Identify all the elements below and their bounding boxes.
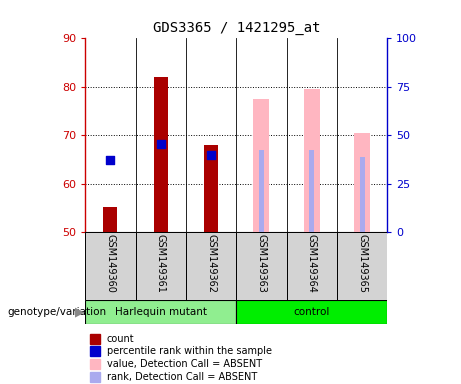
Title: GDS3365 / 1421295_at: GDS3365 / 1421295_at bbox=[153, 21, 320, 35]
Text: GSM149364: GSM149364 bbox=[307, 234, 317, 293]
Bar bbox=[304, 89, 320, 232]
Bar bbox=[236, 300, 387, 324]
Bar bbox=[354, 133, 370, 232]
Bar bbox=[360, 157, 365, 232]
Bar bbox=[136, 232, 186, 300]
Point bbox=[207, 152, 215, 158]
Bar bbox=[103, 207, 118, 232]
Bar bbox=[186, 232, 236, 300]
Text: GSM149362: GSM149362 bbox=[206, 234, 216, 293]
Point bbox=[107, 157, 114, 163]
Text: Harlequin mutant: Harlequin mutant bbox=[115, 307, 207, 317]
Bar bbox=[254, 99, 270, 232]
Text: GSM149365: GSM149365 bbox=[357, 234, 367, 293]
Bar bbox=[337, 232, 387, 300]
Bar bbox=[287, 232, 337, 300]
Text: value, Detection Call = ABSENT: value, Detection Call = ABSENT bbox=[107, 359, 262, 369]
Bar bbox=[309, 150, 314, 232]
Bar bbox=[259, 150, 264, 232]
Bar bbox=[204, 145, 218, 232]
Text: ▶: ▶ bbox=[75, 306, 85, 318]
Text: percentile rank within the sample: percentile rank within the sample bbox=[107, 346, 272, 356]
Bar bbox=[154, 77, 168, 232]
Text: GSM149361: GSM149361 bbox=[156, 234, 166, 293]
Bar bbox=[85, 232, 136, 300]
Text: genotype/variation: genotype/variation bbox=[7, 307, 106, 317]
Bar bbox=[236, 232, 287, 300]
Text: GSM149360: GSM149360 bbox=[106, 234, 115, 293]
Text: GSM149363: GSM149363 bbox=[256, 234, 266, 293]
Text: rank, Detection Call = ABSENT: rank, Detection Call = ABSENT bbox=[107, 372, 257, 382]
Text: count: count bbox=[107, 334, 135, 344]
Bar bbox=[85, 300, 236, 324]
Text: control: control bbox=[294, 307, 330, 317]
Point bbox=[157, 141, 165, 147]
